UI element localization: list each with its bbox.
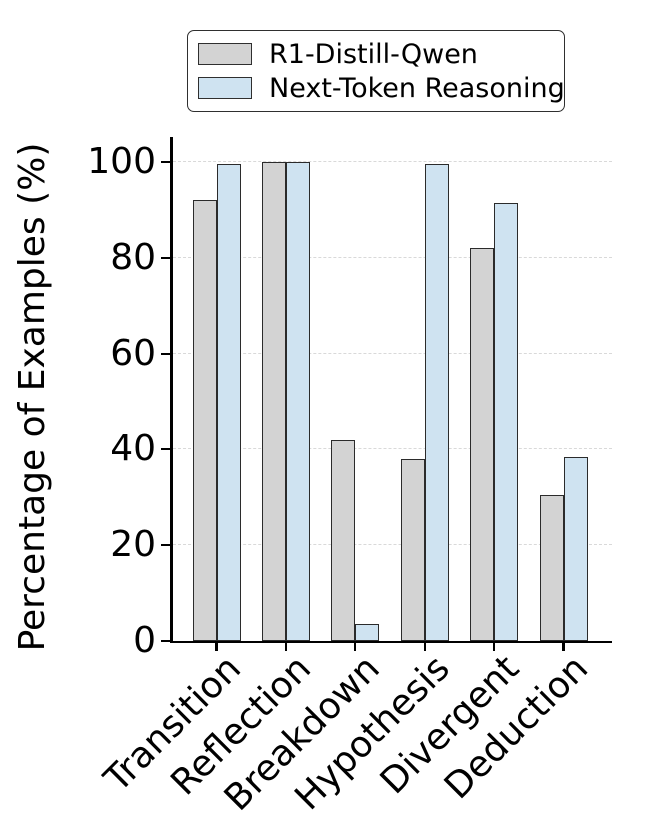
gridline	[173, 352, 612, 354]
gridline	[173, 256, 612, 258]
legend-item: Next-Token Reasoning	[198, 75, 565, 102]
bar-hypothesis-next-token-reasoning	[424, 164, 449, 641]
y-tick-label: 80	[110, 236, 156, 278]
bar-hypothesis-r1-distill-qwen	[400, 458, 425, 641]
y-tick	[161, 160, 170, 164]
x-tick	[215, 643, 218, 651]
y-axis-label: Percentage of Examples (%)	[12, 142, 53, 652]
y-tick-label: 100	[87, 141, 156, 182]
bar-transition-next-token-reasoning	[216, 164, 241, 641]
x-tick	[423, 643, 426, 651]
y-tick-label: 60	[110, 332, 156, 374]
y-tick	[161, 544, 170, 547]
y-tick	[161, 256, 170, 259]
bar-breakdown-next-token-reasoning	[355, 624, 380, 641]
y-tick	[161, 639, 170, 643]
bar-reflection-r1-distill-qwen	[261, 162, 286, 641]
bar-transition-r1-distill-qwen	[192, 200, 217, 641]
bar-reflection-next-token-reasoning	[285, 162, 310, 641]
x-tick	[562, 643, 565, 651]
bar-breakdown-r1-distill-qwen	[331, 439, 356, 641]
x-tick	[493, 643, 496, 651]
y-tick	[161, 352, 170, 355]
legend-swatch-gray	[198, 43, 252, 65]
chart-legend: R1-Distill-Qwen Next-Token Reasoning	[187, 30, 565, 112]
legend-item: R1-Distill-Qwen	[198, 41, 554, 68]
x-tick	[354, 643, 357, 651]
y-tick-label: 20	[110, 524, 156, 566]
gridline	[173, 161, 612, 162]
x-axis-spine	[170, 640, 612, 644]
y-tick-label: 40	[110, 428, 156, 470]
legend-label: R1-Distill-Qwen	[269, 38, 478, 70]
gridline	[173, 448, 612, 450]
bar-deduction-r1-distill-qwen	[539, 494, 564, 641]
bar-deduction-next-token-reasoning	[563, 456, 588, 641]
legend-label: Next-Token Reasoning	[269, 72, 565, 104]
y-tick	[161, 448, 170, 451]
x-tick	[284, 643, 287, 651]
bar-divergent-next-token-reasoning	[494, 202, 519, 641]
y-tick-label: 0	[133, 620, 156, 661]
gridline	[173, 544, 612, 546]
legend-swatch-blue	[198, 77, 252, 99]
bar-divergent-r1-distill-qwen	[470, 248, 495, 641]
y-axis-spine	[170, 137, 173, 643]
